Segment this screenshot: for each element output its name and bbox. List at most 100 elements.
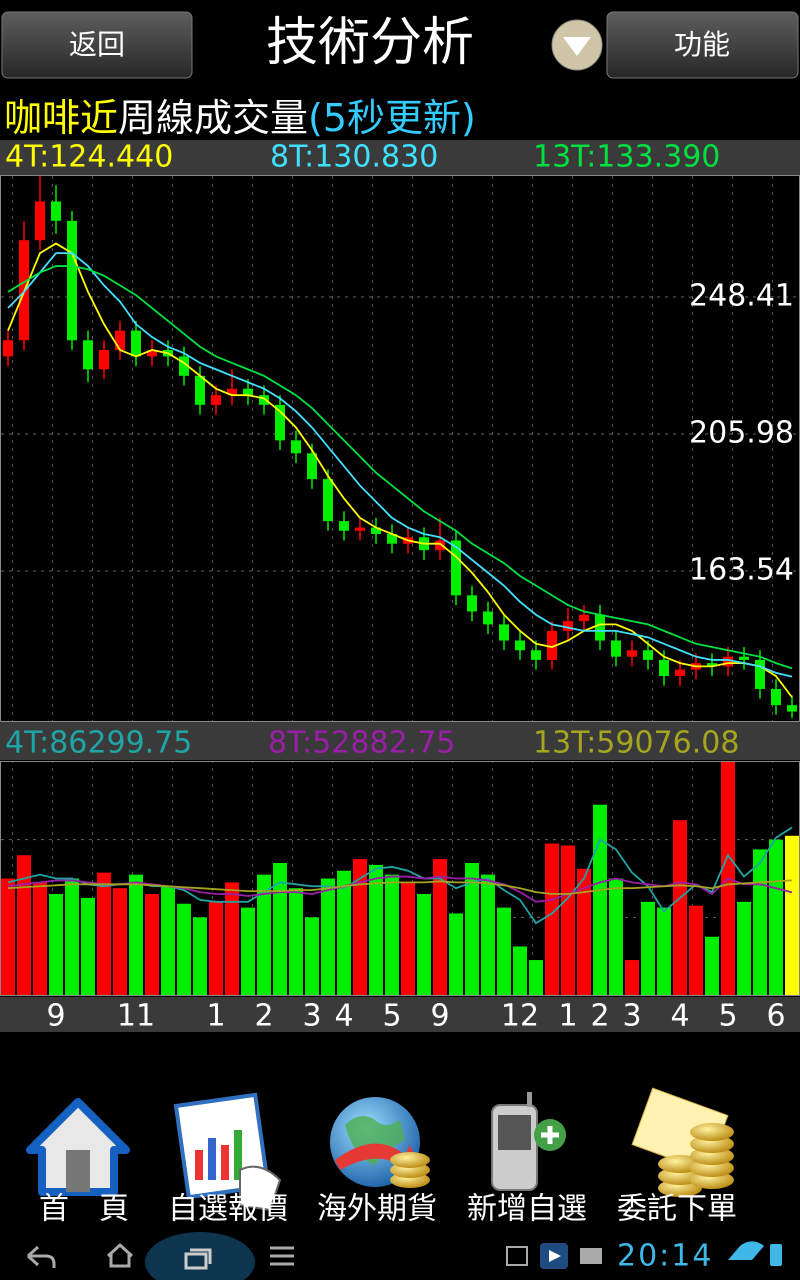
status-icon [506,1246,528,1266]
x-tick-label: 2 [590,999,609,1034]
status-time: 20:14 [617,1239,713,1274]
candle-body [755,659,765,689]
volume-bar [673,820,687,995]
status-icon [549,1250,561,1262]
volume-bar [193,917,207,995]
x-tick-label: 12 [501,999,539,1034]
y-tick-label: 205.98 [689,415,794,450]
menu-label[interactable]: 首 頁 [39,1192,129,1227]
volume-bar [161,886,175,995]
x-tick-label: 9 [46,999,65,1034]
dropdown-arrow [563,37,591,56]
title-part: (5秒更新) [308,96,476,140]
wifi-icon [728,1241,764,1260]
recent-key[interactable] [184,1248,212,1270]
volume-bar [657,907,671,995]
volume-bar [705,936,719,995]
volume-bar [641,901,655,995]
volume-bar [609,878,623,995]
volume-bar [353,859,367,995]
volume-bar [769,839,783,995]
title-part: 周線成交量 [118,96,308,140]
candle-body [451,540,461,596]
candle-body [659,659,669,677]
volume-legend-bar [0,722,800,760]
menu-label[interactable]: 新增自選 [467,1192,587,1227]
status-icon [580,1248,602,1264]
candle-body [499,624,509,641]
candle-body [339,521,349,531]
menu-key[interactable] [270,1246,294,1266]
volume-bar [81,897,95,995]
chart-title: 咖啡近周線成交量(5秒更新) [4,96,476,140]
candle-body [227,388,237,396]
candle-body [307,453,317,480]
x-tick-label: 5 [718,999,737,1034]
candle-body [259,395,269,405]
volume-bar [577,868,591,995]
x-tick-label: 5 [382,999,401,1034]
legend-entry: 8T:130.830 [270,140,438,175]
volume-bar [209,901,223,995]
candle-body [99,349,109,370]
candle-body [115,330,125,350]
volume-bar [545,843,559,995]
volume-bar [257,874,271,995]
ma-line [7,252,793,678]
candle-body [723,656,733,667]
candle-body [3,340,13,357]
candle-body [83,340,93,370]
price-legend-bar [0,140,800,175]
back-label: 返回 [69,28,125,61]
volume-bar [49,894,63,995]
candle-body [787,705,797,712]
quotes-icon[interactable] [173,1092,282,1212]
volume-bar [385,874,399,995]
candle-body [179,356,189,376]
volume-bar [273,862,287,995]
volume-bar [737,901,751,995]
x-tick-label: 4 [334,999,353,1034]
x-tick-label: 1 [206,999,225,1034]
ma-line [7,242,793,698]
volume-bar [305,917,319,995]
candle-body [483,611,493,625]
candle-body [515,640,525,651]
function-button[interactable] [606,11,799,79]
candle-body [67,220,77,341]
page-title: 技術分析 [266,13,474,73]
candle-body [51,201,61,221]
x-tick-label: 2 [254,999,273,1034]
price-grid [0,175,800,722]
volume-bar [513,946,527,995]
x-tick-label: 3 [622,999,641,1034]
volume-bar [225,882,239,995]
home-key[interactable] [106,1242,134,1268]
menu-label[interactable]: 海外期貨 [317,1192,437,1227]
candle-body [771,688,781,706]
candle-body [355,527,365,531]
candle-body [643,650,653,660]
x-tick-label: 4 [670,999,689,1034]
volume-bar [369,864,383,995]
menu-label[interactable]: 自選報價 [168,1192,288,1227]
recent-key-glow [145,1232,255,1280]
candle-body [211,395,221,405]
futures-icon[interactable] [330,1097,430,1188]
back-key[interactable] [26,1245,56,1268]
candle-body [611,640,621,657]
candle-body [387,534,397,544]
menu-label[interactable]: 委託下單 [617,1192,737,1227]
back-button[interactable] [1,11,193,79]
add-watch-icon[interactable] [491,1092,566,1191]
candle-body [467,595,477,612]
order-icon[interactable] [631,1087,734,1197]
volume-bar [33,882,47,995]
volume-bar [689,905,703,995]
y-tick-label: 163.54 [689,553,794,588]
candle-body [435,540,445,551]
candle-body [531,650,541,660]
y-tick-label: 248.41 [689,279,794,314]
home-icon[interactable] [26,1098,130,1196]
